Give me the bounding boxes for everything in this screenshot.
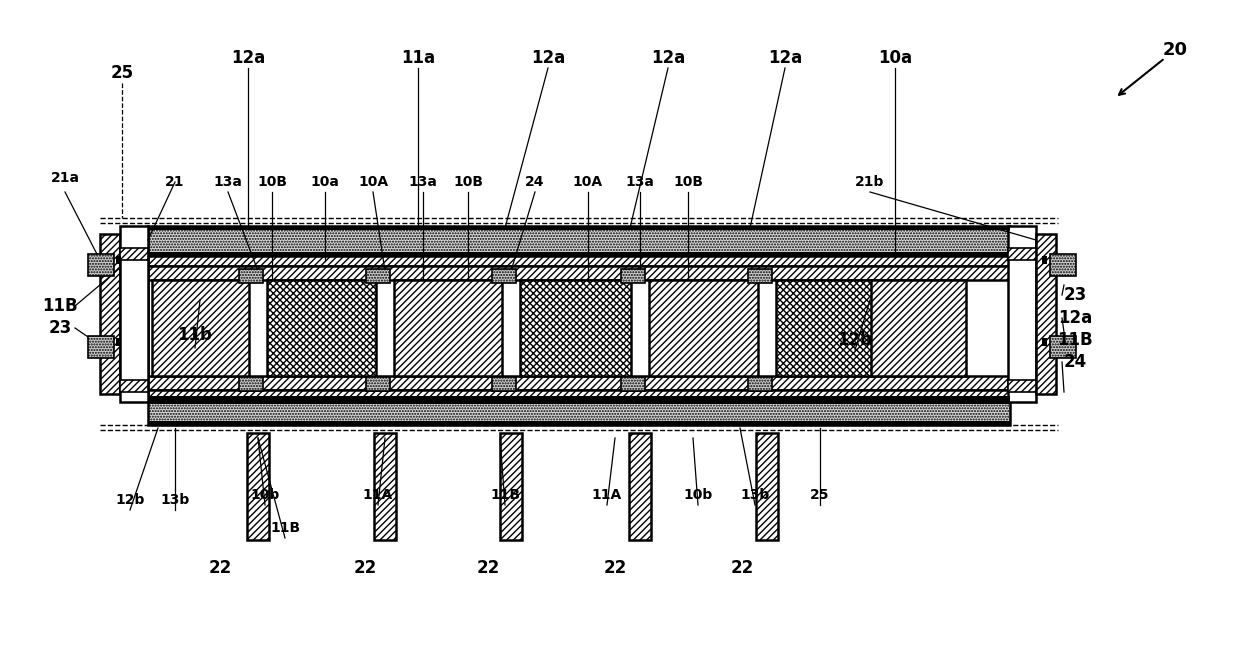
Bar: [1035, 234, 1056, 394]
Text: 10B: 10B: [673, 175, 703, 189]
Bar: [247, 433, 269, 540]
Bar: [148, 226, 1011, 230]
Bar: [239, 269, 263, 283]
Text: 10A: 10A: [573, 175, 603, 189]
Text: 13a: 13a: [625, 175, 655, 189]
Text: 11B: 11B: [490, 488, 520, 502]
Text: 12a: 12a: [1058, 309, 1092, 327]
Text: 10B: 10B: [453, 175, 484, 189]
Text: 11B: 11B: [1058, 331, 1092, 349]
Text: 10a: 10a: [310, 175, 340, 189]
Bar: [120, 248, 148, 260]
Bar: [500, 433, 522, 540]
Text: 10a: 10a: [878, 49, 913, 67]
Bar: [621, 377, 645, 391]
Bar: [120, 226, 148, 402]
Bar: [374, 433, 396, 540]
Text: 25: 25: [810, 488, 830, 502]
Bar: [776, 280, 873, 376]
Text: 22: 22: [730, 559, 754, 577]
Text: 12a: 12a: [231, 49, 265, 67]
Bar: [1008, 380, 1035, 392]
Text: 22: 22: [353, 559, 377, 577]
Bar: [629, 433, 651, 540]
Bar: [148, 400, 1011, 425]
Bar: [148, 421, 1011, 425]
Text: 21: 21: [165, 175, 185, 189]
Bar: [1008, 248, 1035, 260]
Text: 23: 23: [48, 319, 72, 337]
Text: 10B: 10B: [257, 175, 286, 189]
Bar: [88, 336, 114, 358]
Bar: [870, 280, 966, 376]
Bar: [100, 234, 120, 394]
Bar: [117, 338, 122, 346]
Text: 10b: 10b: [683, 488, 713, 502]
Bar: [1050, 254, 1076, 276]
Bar: [148, 226, 1011, 256]
Bar: [88, 254, 114, 276]
Text: 23: 23: [1064, 286, 1086, 304]
Bar: [492, 269, 516, 283]
Bar: [148, 400, 1011, 404]
Bar: [120, 380, 148, 392]
Text: 20: 20: [1163, 41, 1188, 59]
Text: 25: 25: [110, 64, 134, 82]
Bar: [117, 256, 122, 264]
Text: 10A: 10A: [358, 175, 388, 189]
Text: 13b: 13b: [740, 488, 770, 502]
Bar: [1050, 336, 1076, 358]
Text: 13a: 13a: [213, 175, 243, 189]
Bar: [148, 266, 1011, 390]
Bar: [748, 269, 773, 283]
Text: 12a: 12a: [768, 49, 802, 67]
Bar: [520, 280, 631, 376]
Text: 24: 24: [1064, 353, 1086, 371]
Text: 22: 22: [476, 559, 500, 577]
Text: 13b: 13b: [160, 493, 190, 507]
Bar: [148, 376, 1011, 390]
Bar: [649, 280, 758, 376]
Text: 21a: 21a: [51, 171, 79, 185]
Bar: [1008, 226, 1035, 402]
Text: 21b: 21b: [856, 175, 884, 189]
Bar: [153, 280, 249, 376]
Bar: [394, 280, 502, 376]
Text: 12b: 12b: [115, 493, 145, 507]
Bar: [148, 266, 1011, 280]
Bar: [366, 269, 391, 283]
Text: 22: 22: [604, 559, 626, 577]
Bar: [239, 377, 263, 391]
Text: 11A: 11A: [591, 488, 622, 502]
Bar: [366, 377, 391, 391]
Text: 10b: 10b: [250, 488, 280, 502]
Bar: [267, 280, 376, 376]
Bar: [148, 390, 1011, 400]
Text: 13a: 13a: [408, 175, 438, 189]
Bar: [148, 256, 1011, 266]
Bar: [148, 252, 1011, 256]
Bar: [756, 433, 777, 540]
Text: 11A: 11A: [363, 488, 393, 502]
Text: 11B: 11B: [42, 297, 78, 315]
Text: 11a: 11a: [401, 49, 435, 67]
Text: 22: 22: [208, 559, 232, 577]
Bar: [1042, 338, 1047, 346]
Text: 11b: 11b: [177, 326, 212, 344]
Bar: [492, 377, 516, 391]
Bar: [1042, 256, 1047, 264]
Text: 12a: 12a: [531, 49, 565, 67]
Text: 12b: 12b: [837, 331, 873, 349]
Text: 11B: 11B: [270, 521, 300, 535]
Bar: [621, 269, 645, 283]
Bar: [748, 377, 773, 391]
Bar: [148, 396, 1011, 400]
Text: 12a: 12a: [651, 49, 686, 67]
Text: 24: 24: [526, 175, 544, 189]
